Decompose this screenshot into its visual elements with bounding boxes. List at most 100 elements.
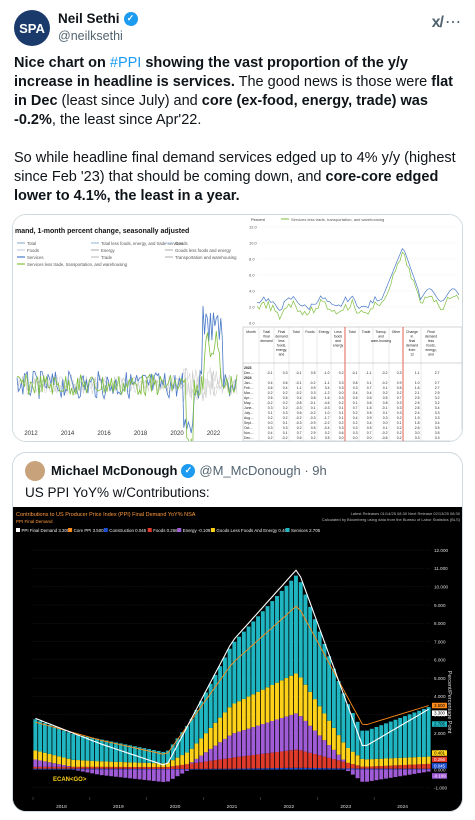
table-cell: 0.2 (268, 416, 273, 420)
bbg-bar-segment (256, 725, 261, 755)
left-legend-label: Trade (101, 255, 113, 260)
table-cell: 2.4 (415, 411, 420, 415)
bbg-bar-segment (251, 621, 256, 695)
bbg-bar-segment (312, 754, 317, 768)
bbg-bar-segment (132, 762, 137, 768)
media-image-right[interactable]: Percent Services less trade, transportat… (241, 215, 462, 441)
bbg-bar-segment (109, 766, 114, 769)
bbg-ytick-label: 7.000 (434, 639, 446, 644)
bbg-bar-segment (331, 768, 336, 770)
avatar[interactable]: SPA (14, 10, 50, 46)
bbg-bar-segment (189, 768, 194, 770)
bbg-bar-segment (222, 712, 227, 739)
table-cell: 0.5 (367, 426, 372, 430)
bbg-bar-segment (241, 730, 246, 757)
author-handle[interactable]: @neilksethi (58, 29, 123, 43)
table-cell: -0.3 (296, 406, 302, 410)
bbg-bar-segment (256, 754, 261, 769)
bbg-bar-segment (374, 766, 379, 769)
right-ytick-label: 2.0 (249, 305, 255, 310)
tweet-text-2a: So while headline final demand services … (14, 150, 456, 185)
bbg-bar-segment (426, 769, 431, 772)
bbg-bar-segment (199, 755, 204, 763)
table-cell: -1.0 (324, 371, 330, 375)
bbg-bar-segment (237, 636, 242, 702)
bbg-bar-segment (151, 767, 156, 769)
bbg-bar-segment (208, 768, 213, 770)
bbg-bar-segment (402, 769, 407, 776)
table-row-label: July... (244, 411, 253, 415)
bbg-bar-segment (232, 641, 237, 704)
bbg-bar-segment (71, 766, 76, 769)
bbg-bar-segment (346, 704, 351, 749)
bbg-bar-segment (350, 764, 355, 769)
bbg-bar-segment (265, 606, 270, 688)
bbg-bar-segment (80, 768, 85, 770)
table-cell: 0.0 (339, 391, 344, 395)
bbg-bar-segment (189, 718, 194, 749)
table-header: foods, (426, 344, 435, 348)
bbg-bar-segment (132, 746, 137, 763)
grok-icon[interactable]: x/ (431, 14, 444, 31)
bbg-legend-label: Construction 0.045 (109, 528, 146, 533)
bbg-bar-segment (185, 769, 189, 771)
bbg-bar-segment (170, 760, 175, 767)
bbg-bar-segment (355, 768, 360, 770)
left-chart-title: mand, 1-month percent change, seasonally… (15, 228, 189, 235)
table-cell: 0.2 (339, 401, 344, 405)
author-name[interactable]: Neil Sethi (58, 11, 120, 26)
bbg-bar-segment (213, 674, 218, 723)
table-cell: 0.3 (268, 426, 273, 430)
table-cell: 0.3 (311, 391, 316, 395)
quoted-avatar[interactable] (25, 461, 45, 481)
table-cell: 0.2 (268, 436, 273, 440)
bbg-bar-segment (180, 769, 185, 774)
bbg-bar-segment (156, 750, 161, 764)
bbg-bar-segment (322, 643, 327, 714)
bbg-bar-segment (355, 765, 360, 769)
bbg-bar-segment (166, 769, 171, 782)
bbg-bar-segment (421, 768, 426, 770)
table-cell: -0.1 (310, 401, 316, 405)
table-cell: 2.9 (311, 431, 316, 435)
table-header: and (335, 339, 341, 343)
bbg-ytick-label: 10.000 (434, 585, 448, 590)
media-grid[interactable]: mand, 1-month percent change, seasonally… (12, 214, 463, 442)
bbg-bar-segment (369, 768, 374, 770)
bbg-bar-segment (246, 696, 251, 729)
table-header: Total (348, 330, 355, 334)
bbg-bar-segment (113, 768, 118, 770)
bbg-bar-segment (227, 768, 232, 770)
bbg-bar-segment (246, 768, 251, 770)
table-header: energy, (276, 348, 287, 352)
bbg-bar-segment (327, 745, 332, 758)
bbg-bar-segment (331, 759, 336, 769)
bloomberg-chart-image[interactable]: Contributions to US Producer Price Index… (13, 507, 462, 811)
bbg-bar-segment (161, 769, 166, 783)
media-image-left[interactable]: mand, 1-month percent change, seasonally… (13, 215, 241, 441)
table-cell: 0.1 (283, 421, 288, 425)
bbg-bar-segment (322, 768, 327, 770)
table-header: less (428, 339, 434, 343)
table-row-label: Aug.... (244, 416, 254, 420)
bbg-bar-segment (85, 736, 90, 761)
bbg-bar-segment (180, 732, 185, 756)
bbg-bar-segment (293, 767, 298, 770)
table-cell: 0.5 (397, 386, 402, 390)
bbg-bar-segment (47, 766, 52, 769)
table-cell: 1.8 (415, 421, 420, 425)
bbg-bar-segment (94, 769, 99, 775)
bbg-bar-segment (203, 768, 208, 770)
bbg-bar-segment (142, 769, 147, 780)
tweet-text-1d: flat in Dec (14, 74, 454, 109)
bbg-bar-segment (208, 727, 213, 749)
quoted-tweet[interactable]: Michael McDonough ✓ @M_McDonough · 9h US… (12, 452, 463, 812)
more-options-icon[interactable]: ⋯ (445, 14, 461, 31)
bbg-bar-segment (222, 738, 227, 759)
quoted-name[interactable]: Michael McDonough (51, 463, 178, 478)
bbg-bar-segment (194, 758, 199, 763)
bbg-bar-segment (33, 719, 38, 751)
bbg-bar-segment (412, 769, 417, 774)
table-cell: -0.9 (310, 421, 316, 425)
hashtag-link[interactable]: #PPI (109, 55, 142, 71)
